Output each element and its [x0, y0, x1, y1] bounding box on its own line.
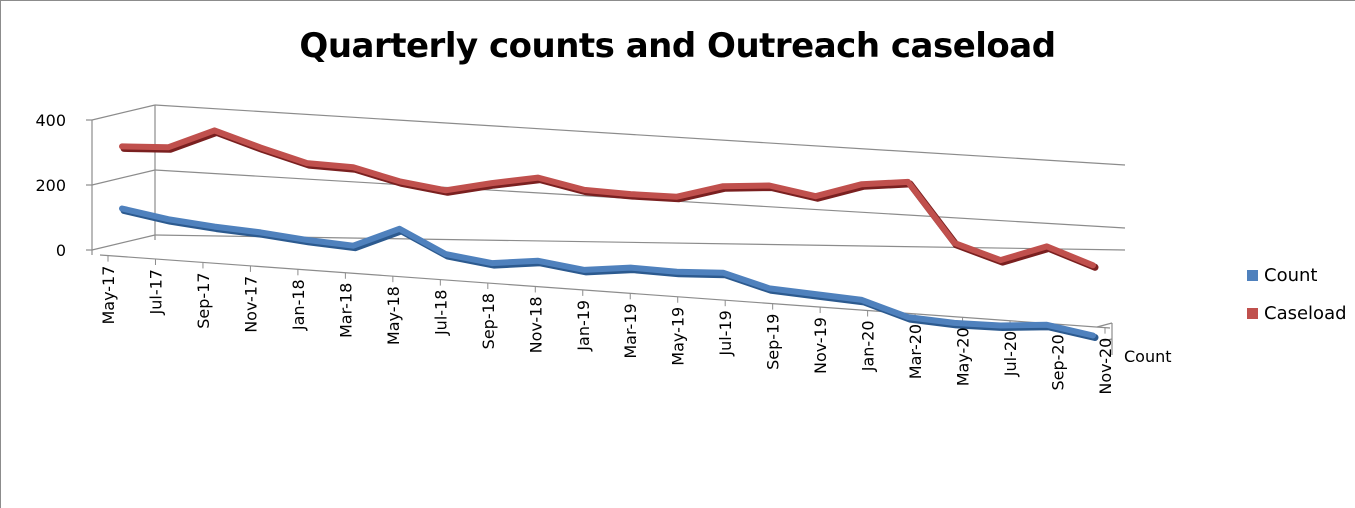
axes	[86, 105, 1113, 355]
x-tick-label: May-20	[954, 327, 973, 386]
depth-axis-tick	[1102, 338, 1113, 342]
gridlines	[91, 104, 1126, 251]
x-tick-label: Mar-18	[336, 283, 355, 338]
tick-labels: 0 200 400 Count May-17 Jul-17 Sep-17 Nov-17 Jan-…	[35, 111, 1171, 395]
x-tick-label: May-18	[384, 286, 403, 345]
x-tick-label: Nov-17	[241, 276, 260, 333]
series-lines	[119, 127, 1099, 341]
x-tick-label: Jul-19	[716, 310, 735, 356]
y-tick-label-0: 0	[56, 241, 66, 260]
x-tick-label: Sep-20	[1049, 334, 1068, 390]
x-tick-label: Sep-19	[764, 314, 783, 370]
x-tick-label: Jan-19	[574, 300, 593, 352]
gridline-400	[154, 104, 1126, 166]
side-wall-mid	[91, 169, 156, 186]
x-tick-label: Nov-19	[811, 317, 830, 374]
legend-label-count: Count	[1264, 264, 1318, 286]
y-tick-label-400: 400	[35, 111, 66, 130]
depth-axis-label: Count	[1124, 347, 1172, 366]
x-tick-label: Jan-20	[859, 320, 878, 372]
x-tick-label: Jul-18	[431, 290, 450, 336]
x-tick-label: Nov-20	[1096, 338, 1115, 395]
x-tick-label: Sep-18	[479, 293, 498, 349]
legend-item-caseload: Caseload	[1247, 300, 1347, 326]
x-tick-label: May-17	[99, 266, 118, 325]
depth-axis-top	[1096, 322, 1113, 328]
legend: Count Caseload	[1247, 262, 1347, 338]
series-line-count	[119, 205, 1096, 339]
legend-label-caseload: Caseload	[1264, 302, 1347, 324]
x-tick-label: Jul-17	[146, 269, 165, 315]
chart-title: Quarterly counts and Outreach caseload	[299, 26, 1056, 66]
x-tick-label: Sep-17	[194, 272, 213, 328]
legend-swatch-count	[1247, 269, 1258, 281]
x-tick-label: Mar-20	[906, 324, 925, 379]
legend-swatch-caseload	[1247, 307, 1258, 319]
y-tick-label-200: 200	[35, 176, 66, 195]
side-wall-top	[91, 104, 156, 121]
x-tick-label: Jan-18	[289, 279, 308, 331]
x-tick-label: Nov-18	[526, 296, 545, 353]
legend-item-count: Count	[1247, 262, 1347, 288]
x-tick-label: Jul-20	[1001, 331, 1020, 377]
side-wall-bottom	[91, 234, 156, 251]
x-tick-label: Mar-19	[621, 303, 640, 358]
series-shadow-count	[120, 207, 1099, 341]
x-axis-line	[99, 254, 1111, 329]
series-line-caseload	[119, 127, 1096, 269]
x-tick-label: May-19	[669, 307, 688, 366]
